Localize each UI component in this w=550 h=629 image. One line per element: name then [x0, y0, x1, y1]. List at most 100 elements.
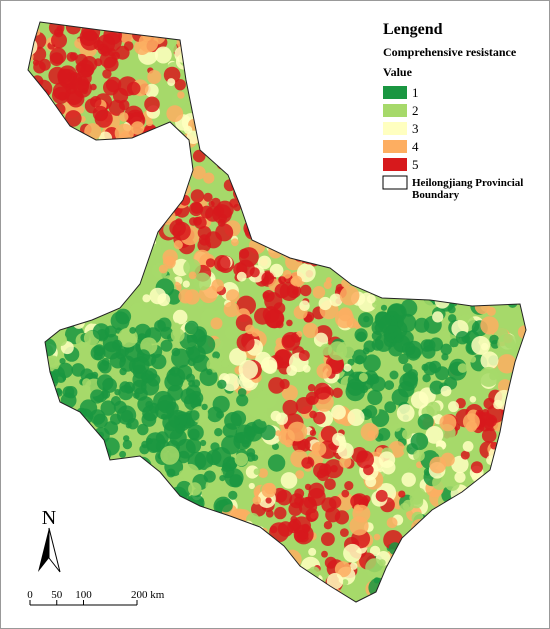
raster-cell — [102, 69, 112, 79]
scale-bar: 0 50 100 200 km — [27, 589, 165, 606]
raster-cell — [267, 454, 286, 472]
raster-cell — [465, 420, 478, 432]
raster-cell — [193, 272, 212, 291]
raster-cell — [435, 446, 443, 455]
raster-cell — [432, 475, 447, 491]
raster-cell — [489, 334, 499, 345]
raster-cell — [206, 368, 213, 376]
raster-cell — [260, 397, 267, 404]
raster-cell — [372, 300, 380, 309]
raster-cell — [341, 489, 350, 498]
raster-cell — [418, 300, 435, 317]
raster-cell — [80, 30, 100, 51]
raster-cell — [334, 510, 349, 525]
raster-cell — [346, 378, 364, 396]
raster-cell — [276, 320, 284, 329]
raster-cell — [325, 277, 332, 284]
raster-cell — [339, 456, 352, 468]
raster-cell — [190, 189, 205, 203]
raster-cell — [180, 388, 197, 405]
legend: Lengend Comprehensive resistance Value H… — [382, 21, 523, 201]
raster-cell — [374, 311, 392, 329]
raster-cell — [75, 53, 88, 67]
raster-cell — [440, 385, 452, 397]
raster-cell — [145, 368, 158, 381]
raster-cell — [286, 319, 293, 327]
raster-cell — [441, 353, 449, 361]
raster-cell — [116, 405, 137, 425]
legend-value-label: Value — [383, 65, 413, 79]
raster-cell — [420, 339, 434, 352]
scale-label: 0 — [27, 589, 33, 601]
raster-cell — [170, 328, 185, 343]
raster-cell — [229, 198, 239, 208]
raster-cell — [210, 442, 220, 452]
raster-cell — [189, 410, 200, 421]
raster-cell — [171, 347, 181, 357]
raster-cell — [173, 240, 183, 250]
raster-cell — [221, 373, 240, 392]
raster-cell — [251, 328, 260, 337]
raster-cell — [167, 78, 176, 87]
raster-cell — [210, 197, 221, 208]
raster-cell — [173, 322, 180, 330]
raster-cell — [478, 366, 499, 387]
raster-cell — [214, 428, 223, 437]
raster-cell — [99, 51, 117, 69]
raster-cell — [132, 391, 140, 399]
raster-cell — [413, 449, 425, 462]
raster-cell — [212, 395, 230, 413]
raster-cell — [168, 409, 188, 429]
raster-cell — [213, 254, 231, 272]
raster-cell — [347, 358, 355, 366]
raster-cell — [358, 372, 368, 382]
raster-cell — [235, 424, 256, 445]
raster-cell — [201, 403, 208, 411]
raster-cell — [365, 476, 377, 488]
raster-cell — [126, 81, 141, 96]
raster-cell — [380, 304, 388, 311]
legend-label: 5 — [412, 157, 419, 172]
raster-cell — [47, 355, 60, 368]
raster-cell — [365, 558, 384, 577]
legend-subtitle: Comprehensive resistance — [383, 45, 517, 59]
raster-cell — [178, 289, 193, 304]
raster-cell — [337, 442, 354, 459]
raster-cell — [307, 384, 316, 392]
raster-cell — [258, 468, 268, 478]
raster-cell — [299, 300, 310, 312]
raster-cell — [305, 508, 319, 522]
raster-cell — [334, 561, 352, 578]
raster-cell — [188, 482, 202, 496]
raster-cell — [301, 457, 313, 469]
raster-cell — [358, 312, 374, 328]
raster-cell — [432, 311, 444, 323]
raster-cell — [281, 332, 301, 351]
raster-cell — [163, 66, 181, 84]
raster-cell — [259, 412, 269, 422]
raster-cell — [32, 59, 40, 66]
raster-cell — [451, 455, 469, 474]
raster-cell — [185, 347, 194, 356]
raster-cell — [282, 399, 299, 416]
raster-cell — [258, 450, 265, 457]
raster-cell — [65, 72, 72, 80]
raster-cell — [309, 410, 317, 419]
raster-cell — [369, 545, 381, 557]
raster-cell — [119, 355, 136, 372]
raster-cell — [238, 359, 258, 380]
raster-cell — [316, 363, 332, 379]
legend-label: 3 — [412, 121, 419, 136]
raster-cell — [252, 496, 262, 505]
raster-cell — [203, 172, 215, 184]
raster-cell — [287, 520, 300, 534]
raster-cell — [332, 432, 346, 446]
raster-cell — [154, 320, 166, 332]
scale-label: 200 km — [131, 589, 165, 601]
raster-cell — [188, 271, 197, 280]
raster-cell — [52, 369, 60, 376]
raster-cell — [312, 286, 326, 299]
raster-cell — [447, 305, 456, 314]
raster-cell — [276, 489, 293, 506]
